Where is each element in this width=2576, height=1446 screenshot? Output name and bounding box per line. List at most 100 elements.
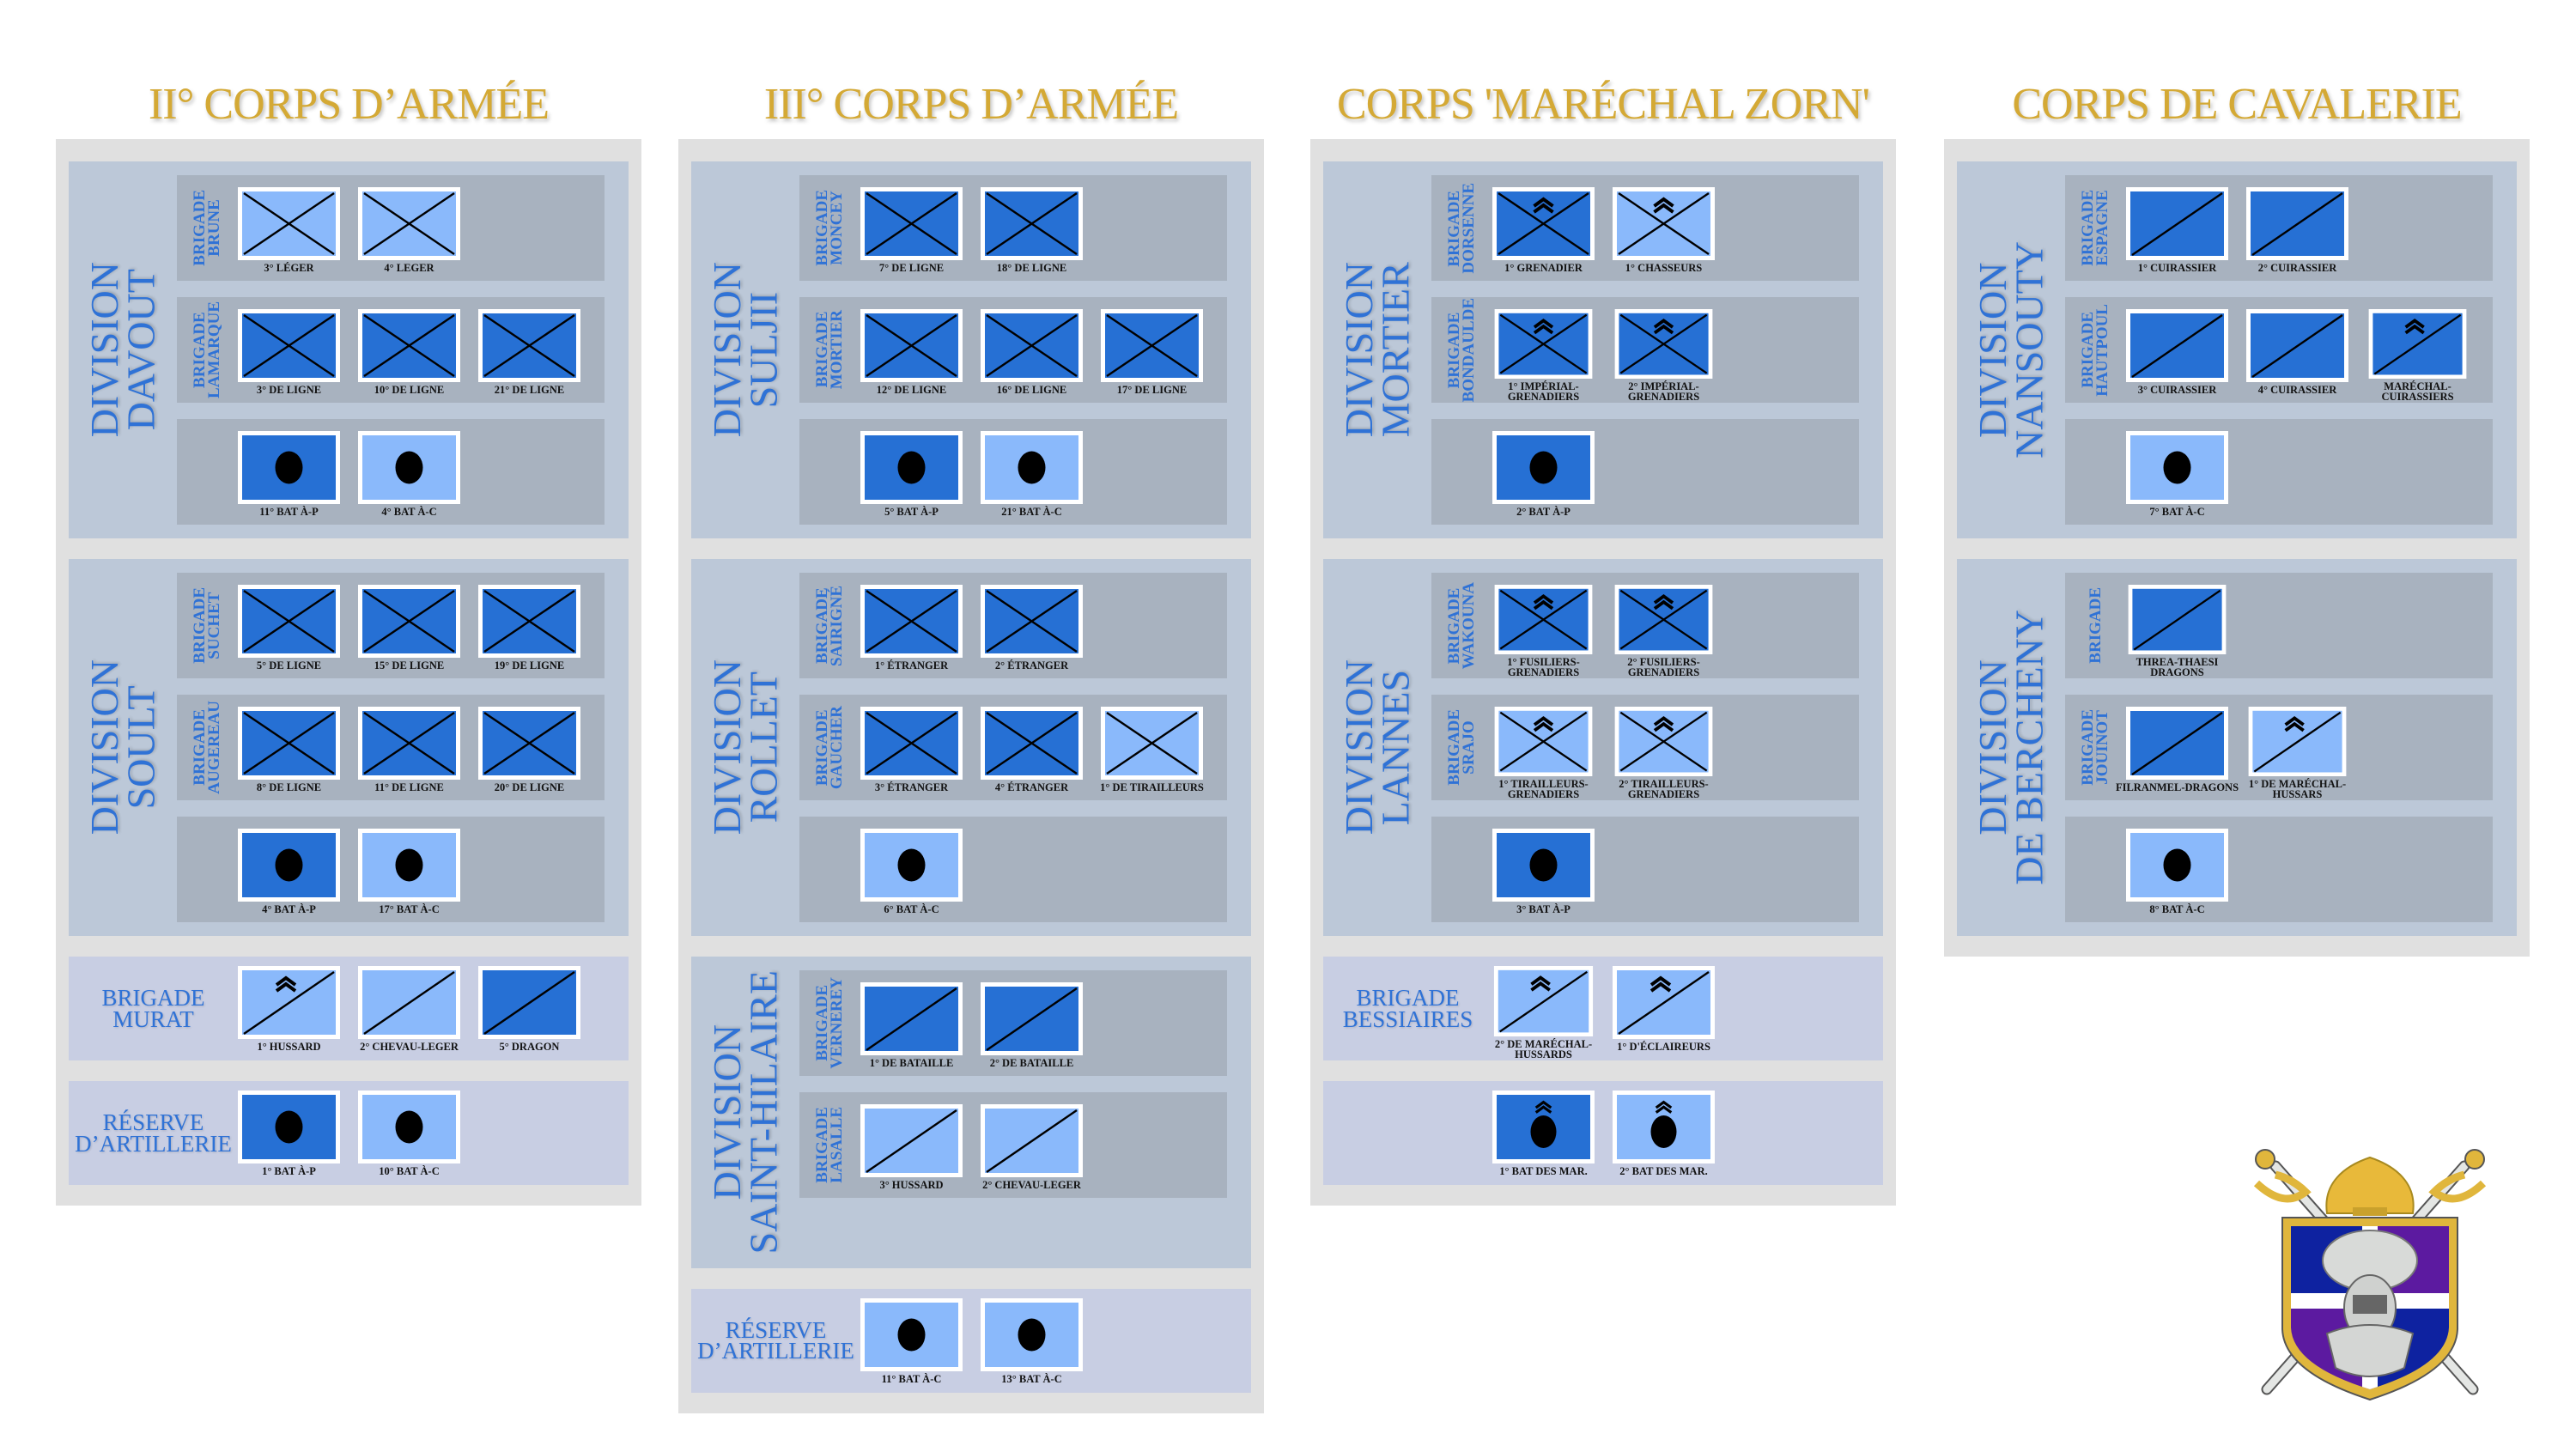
unit-flag[interactable]: 2° TIRAILLEURS-GRENADIERS <box>1613 707 1715 800</box>
unit-flag[interactable]: 5° BAT À-P <box>860 431 963 525</box>
brigade-list: BRIGADE DORSENNE 1° GRENADIER 1° CHASSEURS B… <box>1431 175 1859 525</box>
independent-unit-panel: BRIGADE BESSIAIRES 2° DE MARÉCHAL-HUSSARDS… <box>1323 957 1883 1060</box>
independent-unit-panel: BRIGADE MURAT 1° HUSSARD 2° CHEVAU-LEGER 5° … <box>69 957 629 1060</box>
label-line: MORTIER <box>828 310 847 390</box>
unit-flag[interactable]: 2° CUIRASSIER <box>2246 187 2348 281</box>
unit-flag[interactable]: 8° BAT À-C <box>2126 829 2228 922</box>
unit-flag[interactable]: 6° BAT À-C <box>860 829 963 922</box>
unit-flag[interactable]: 19° DE LIGNE <box>478 585 580 678</box>
unit-flag[interactable]: 1° CUIRASSIER <box>2126 187 2228 281</box>
unit-label: 7° BAT À-C <box>2149 506 2205 518</box>
unit-flag[interactable]: 3° HUSSARD <box>860 1104 963 1198</box>
unit-flag[interactable]: 1° DE TIRAILLEURS <box>1100 707 1204 800</box>
unit-flag[interactable]: 21° BAT À-C <box>981 431 1083 525</box>
unit-flag[interactable]: 11° BAT À-P <box>238 431 340 525</box>
unit-flag[interactable]: 21° DE LIGNE <box>478 309 580 403</box>
brigade-row: BRIGADE ESPAGNE 1° CUIRASSIER 2° CUIRASSIER <box>2065 175 2493 281</box>
brigade-list: BRIGADE MONCEY 7° DE LIGNE 18° DE LIGNE BRIG… <box>799 175 1227 525</box>
artillery-flag-icon <box>1492 431 1595 504</box>
unit-flag[interactable]: 1° ÉTRANGER <box>860 585 963 678</box>
unit-label: 20° DE LIGNE <box>494 781 565 793</box>
unit-flag[interactable]: 4° ÉTRANGER <box>981 707 1083 800</box>
unit-flag[interactable]: 7° BAT À-C <box>2126 431 2228 525</box>
unit-flag[interactable]: 1° BAT DES MAR. <box>1492 1091 1595 1185</box>
flag-group: 1° HUSSARD 2° CHEVAU-LEGER 5° DRAGON <box>238 957 580 1060</box>
unit-flag[interactable]: 11° DE LIGNE <box>358 707 460 800</box>
unit-flag[interactable]: 2° DE BATAILLE <box>981 982 1083 1076</box>
unit-label: 2° FUSILIERS-GRENADIERS <box>1627 656 1700 679</box>
unit-flag[interactable]: 2° IMPÉRIAL-GRENADIERS <box>1613 309 1715 403</box>
unit-flag[interactable]: 1° HUSSARD <box>238 966 340 1060</box>
unit-flag[interactable]: 3° ÉTRANGER <box>860 707 963 800</box>
unit-flag[interactable]: 13° BAT À-C <box>981 1297 1083 1393</box>
unit-flag[interactable]: 2° ÉTRANGER <box>981 585 1083 678</box>
unit-flag[interactable]: 1° FUSILIERS-GRENADIERS <box>1492 585 1595 678</box>
label-line: SAINT-HILAIRE <box>741 970 785 1255</box>
infantry-flag-icon <box>1101 707 1203 780</box>
unit-label: 2° ÉTRANGER <box>994 659 1069 671</box>
unit-flag[interactable]: 3° LÉGER <box>238 187 340 281</box>
unit-flag[interactable]: 16° DE LIGNE <box>981 309 1083 403</box>
artillery-flag-icon <box>1492 1091 1595 1163</box>
unit-flag[interactable]: 4° BAT À-C <box>358 431 460 525</box>
unit-flag[interactable]: 10° BAT À-C <box>358 1091 460 1185</box>
unit-label: 2° CHEVAU-LEGER <box>360 1041 459 1053</box>
unit-label: 1° ÉTRANGER <box>874 659 949 671</box>
unit-flag[interactable]: 1° TIRAILLEURS-GRENADIERS <box>1492 707 1595 800</box>
unit-flag[interactable]: 15° DE LIGNE <box>358 585 460 678</box>
unit-flag[interactable]: 2° CHEVAU-LEGER <box>981 1104 1083 1198</box>
unit-flag[interactable]: 17° DE LIGNE <box>1101 309 1203 403</box>
unit-flag[interactable]: 5° DRAGON <box>478 966 580 1060</box>
unit-flag[interactable]: 1° D'ÉCLAIREURS <box>1613 966 1715 1060</box>
unit-flag[interactable]: 12° DE LIGNE <box>860 309 963 403</box>
unit-flag[interactable]: 3° DE LIGNE <box>238 309 340 403</box>
unit-flag[interactable]: 8° DE LIGNE <box>238 707 340 800</box>
unit-flag[interactable]: 2° BAT DES MAR. <box>1613 1091 1715 1185</box>
unit-flag[interactable]: 11° BAT À-C <box>860 1297 963 1393</box>
unit-label: 1° CHASSEURS <box>1625 262 1703 274</box>
unit-flag[interactable]: 20° DE LIGNE <box>478 707 580 800</box>
unit-flag[interactable]: 2° DE MARÉCHAL-HUSSARDS <box>1492 966 1595 1060</box>
flag-group: 4° BAT À-P 17° BAT À-C <box>238 817 460 922</box>
corps-title: CORPS 'MARÉCHAL ZORN' <box>1337 80 1870 129</box>
flag-group: THREA-THAESI DRAGONS <box>2126 573 2228 678</box>
unit-flag[interactable]: THREA-THAESI DRAGONS <box>2126 585 2228 678</box>
unit-flag[interactable]: 3° BAT À-P <box>1492 829 1595 922</box>
infantry-flag-icon <box>1614 585 1713 655</box>
unit-flag[interactable]: 10° DE LIGNE <box>358 309 460 403</box>
division-panel: DIVISION DE BERCHENY BRIGADE THREA-THAESI D… <box>1957 559 2517 936</box>
unit-flag[interactable]: 1° IMPÉRIAL-GRENADIERS <box>1492 309 1595 403</box>
unit-flag[interactable]: 4° BAT À-P <box>238 829 340 922</box>
brigade-label-text: BRIGADE VERNEREY <box>813 977 846 1069</box>
division-panel: DIVISION SAINT-HILAIRE BRIGADE VERNEREY 1° D… <box>691 957 1251 1268</box>
unit-flag[interactable]: 5° DE LIGNE <box>238 585 340 678</box>
unit-label: 8° DE LIGNE <box>256 781 322 793</box>
unit-flag[interactable]: 7° DE LIGNE <box>860 187 963 281</box>
unit-flag[interactable]: 2° FUSILIERS-GRENADIERS <box>1613 585 1715 678</box>
unit-flag[interactable]: 2° BAT À-P <box>1492 431 1595 525</box>
unit-flag[interactable]: 1° GRENADIER <box>1492 187 1595 281</box>
unit-flag[interactable]: 1° DE MARÉCHAL-HUSSARS <box>2246 707 2348 800</box>
unit-flag[interactable]: 1° BAT À-P <box>238 1091 340 1185</box>
unit-label: 1° HUSSARD <box>257 1041 321 1053</box>
artillery-flag-icon <box>238 829 340 902</box>
unit-flag[interactable]: 1° CHASSEURS <box>1613 187 1715 281</box>
flag-group: 1° ÉTRANGER 2° ÉTRANGER <box>860 573 1083 678</box>
cavalry-flag-icon <box>2368 309 2467 380</box>
brigade-row: 5° BAT À-P 21° BAT À-C <box>799 419 1227 525</box>
unit-flag[interactable]: 17° BAT À-C <box>358 829 460 922</box>
unit-flag[interactable]: 2° CHEVAU-LEGER <box>358 966 460 1060</box>
unit-flag[interactable]: MARÉCHAL-CUIRASSIERS <box>2366 309 2469 403</box>
flag-group: 1° BAT DES MAR. 2° BAT DES MAR. <box>1492 1081 1715 1185</box>
unit-flag[interactable]: 18° DE LIGNE <box>981 187 1083 281</box>
brigade-label-text: BRIGADE <box>2087 587 2105 664</box>
unit-flag[interactable]: FILRANMEL-DRAGONS <box>2116 707 2239 800</box>
brigade-label-text: BRIGADE MORTIER <box>813 310 847 390</box>
unit-label: 2° CHEVAU-LEGER <box>982 1179 1081 1191</box>
unit-flag[interactable]: 4° CUIRASSIER <box>2246 309 2348 403</box>
unit-flag[interactable]: 3° CUIRASSIER <box>2126 309 2228 403</box>
unit-flag[interactable]: 4° LEGER <box>358 187 460 281</box>
unit-label: 1° FUSILIERS-GRENADIERS <box>1507 656 1580 679</box>
brigade-label-text: BRIGADE AUGEREAU <box>191 701 223 794</box>
unit-flag[interactable]: 1° DE BATAILLE <box>860 982 963 1076</box>
